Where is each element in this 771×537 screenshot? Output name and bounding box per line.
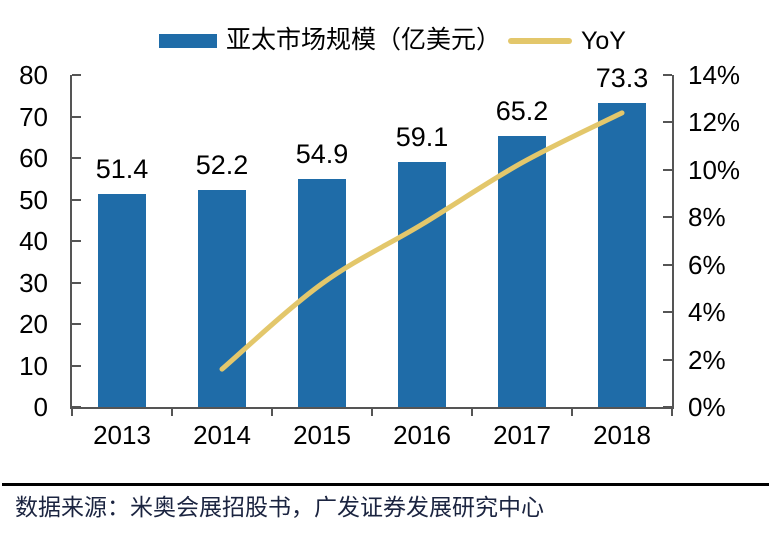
right-axis-tick [663, 168, 672, 171]
right-axis-tick-label: 12% [688, 107, 741, 138]
bar [498, 136, 546, 407]
left-axis-tick-label: 20 [19, 309, 48, 339]
left-axis-tick [72, 115, 81, 118]
left-axis-tick [72, 198, 81, 201]
left-axis-tick [72, 364, 81, 367]
left-axis-tick [72, 281, 81, 284]
bar [598, 102, 646, 407]
right-axis-tick [663, 358, 672, 361]
right-axis-tick-label: 8% [688, 202, 726, 233]
yoy-line [219, 110, 625, 372]
source-divider [2, 483, 769, 486]
left-axis-tick [72, 74, 81, 76]
left-axis-tick-label: 60 [19, 143, 48, 173]
bar [98, 193, 146, 407]
left-axis-tick [72, 406, 81, 408]
bar-value-label: 52.2 [195, 150, 249, 181]
bar-value-label: 59.1 [395, 121, 449, 152]
right-axis-tick [663, 263, 672, 266]
x-axis-tick [71, 409, 73, 416]
bar-value-label: 51.4 [95, 153, 149, 184]
bar-value-label: 65.2 [495, 96, 549, 127]
x-axis-tick [171, 409, 173, 416]
left-axis-tick-label: 50 [19, 184, 48, 215]
x-axis-tick [471, 409, 473, 416]
left-axis-tick-label: 30 [19, 267, 48, 298]
right-axis-line [672, 75, 674, 409]
yoy-line-layer [219, 110, 625, 372]
bar-legend-swatch [159, 34, 217, 48]
right-axis-tick-label: 14% [688, 60, 741, 90]
right-axis-tick-label: 6% [688, 249, 726, 280]
x-axis-category-label: 2017 [493, 420, 551, 450]
x-axis-tick [271, 409, 273, 416]
left-axis-tick [72, 323, 81, 325]
x-axis-category-label: 2014 [193, 420, 251, 450]
left-axis-line [70, 75, 72, 409]
x-axis-category-label: 2016 [393, 420, 451, 450]
legend-item-line: YoY [508, 24, 626, 58]
left-axis-tick-label: 80 [19, 60, 48, 90]
line-legend-label: YoY [581, 27, 626, 55]
left-axis-tick-label: 0 [33, 392, 48, 422]
right-axis-tick [663, 74, 672, 76]
bar-value-label: 73.3 [595, 62, 649, 93]
bar-legend-label: 亚太市场规模（亿美元） [226, 27, 502, 54]
left-axis-tick [72, 157, 81, 159]
right-axis-tick-label: 4% [688, 297, 726, 328]
bottom-axis-line [70, 407, 674, 409]
right-axis-tick-label: 2% [688, 344, 726, 375]
x-axis-category-label: 2015 [293, 420, 351, 450]
right-axis-tick [663, 121, 672, 124]
left-axis-tick-label: 10 [19, 350, 48, 381]
source-note: 数据来源：米奥会展招股书，广发证券发展研究中心 [15, 495, 544, 520]
x-axis-tick [571, 409, 573, 416]
legend-item-bar: 亚太市场规模（亿美元） [159, 24, 501, 58]
right-axis-tick [663, 216, 672, 219]
plot-area: 0 10 20 30 40 50 60 70 80 0% 2% 4% 6% 8% 10% 12% 14% 2013… [19, 60, 741, 450]
bar [398, 161, 446, 407]
left-axis-tick-label: 40 [19, 226, 48, 256]
x-axis-category-label: 2013 [93, 420, 151, 450]
x-axis-tick [671, 409, 673, 416]
bar-value-label: 54.9 [295, 139, 349, 170]
right-axis-tick [663, 311, 672, 314]
right-axis-tick [663, 406, 672, 408]
line-legend-swatch [508, 38, 572, 44]
left-axis-tick [72, 240, 81, 242]
x-axis-tick [371, 409, 373, 416]
right-axis-tick-label: 0% [688, 392, 726, 422]
left-axis-tick-label: 70 [19, 101, 48, 132]
right-axis-tick-label: 10% [688, 154, 741, 185]
x-axis-category-label: 2018 [593, 420, 651, 450]
